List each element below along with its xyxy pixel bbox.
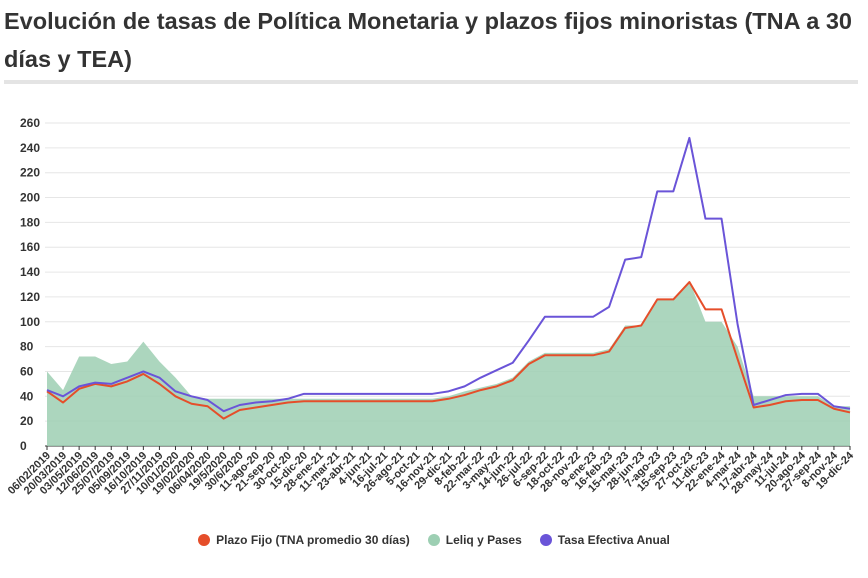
- legend-swatch: [539, 534, 552, 546]
- y-tick-label: 20: [20, 414, 34, 428]
- y-tick-label: 260: [20, 116, 40, 130]
- series-line-tea: [46, 136, 851, 413]
- y-tick-label: 240: [20, 141, 40, 155]
- legend-label: Tasa Efectiva Anual: [557, 533, 670, 547]
- legend-item: Plazo Fijo (TNA promedio 30 días): [198, 533, 410, 547]
- legend-label: Plazo Fijo (TNA promedio 30 días): [216, 533, 410, 547]
- y-tick-label: 180: [20, 215, 40, 229]
- y-tick-label: 140: [20, 265, 40, 279]
- legend-item: Leliq y Pases: [427, 533, 522, 547]
- y-tick-label: 120: [20, 290, 40, 304]
- chart-title: Evolución de tasas de Política Monetaria…: [4, 8, 852, 72]
- series-line-plazo-fijo: [46, 281, 851, 420]
- legend-swatch: [427, 534, 440, 546]
- y-tick-label: 200: [20, 191, 40, 205]
- y-tick-label: 160: [20, 240, 40, 254]
- legend-swatch: [198, 534, 211, 546]
- y-tick-label: 80: [20, 340, 34, 354]
- legend-item: Tasa Efectiva Anual: [539, 533, 670, 547]
- legend-label: Leliq y Pases: [445, 533, 522, 547]
- y-tick-label: 0: [20, 439, 27, 453]
- series-area-leliq: [47, 280, 850, 446]
- y-tick-label: 60: [20, 364, 34, 378]
- legend: Plazo Fijo (TNA promedio 30 días) Leliq y…: [0, 533, 868, 547]
- y-tick-label: 100: [20, 315, 40, 329]
- y-tick-label: 220: [20, 166, 40, 180]
- title-divider: [4, 80, 858, 84]
- y-tick-label: 40: [20, 389, 34, 403]
- chart-area: 02040608010012014016018020022024026006/0…: [6, 116, 857, 497]
